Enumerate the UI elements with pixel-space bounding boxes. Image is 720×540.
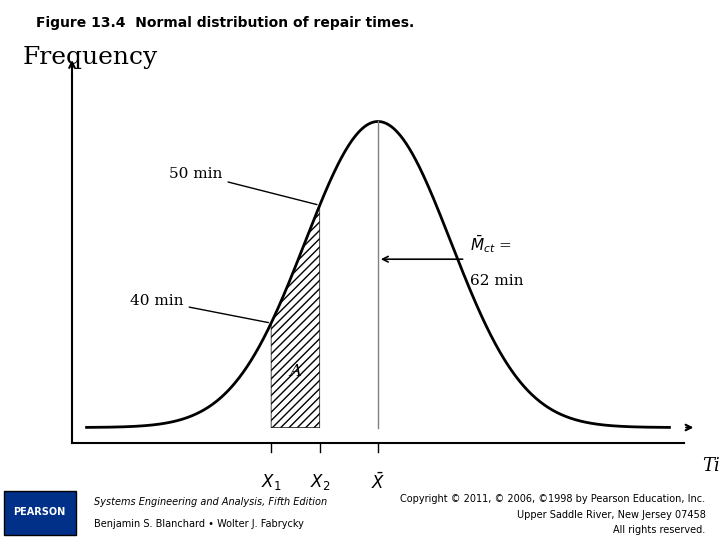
Text: $X_2$: $X_2$ [310,472,330,492]
Text: PEARSON: PEARSON [14,507,66,517]
Text: Copyright © 2011, © 2006, ©1998 by Pearson Education, Inc.: Copyright © 2011, © 2006, ©1998 by Pears… [400,495,706,504]
Text: Upper Saddle River, New Jersey 07458: Upper Saddle River, New Jersey 07458 [517,510,706,519]
Text: Figure 13.4  Normal distribution of repair times.: Figure 13.4 Normal distribution of repai… [36,16,414,30]
Text: Systems Engineering and Analysis, Fifth Edition: Systems Engineering and Analysis, Fifth … [94,497,327,507]
Text: $X_1$: $X_1$ [261,472,282,492]
FancyBboxPatch shape [4,491,76,535]
Text: 62 min: 62 min [470,274,523,288]
Text: A: A [289,363,302,380]
Text: $\bar{M}_{ct}$ =: $\bar{M}_{ct}$ = [470,233,512,255]
Text: All rights reserved.: All rights reserved. [613,525,706,535]
Text: $\bar{X}$: $\bar{X}$ [371,472,385,492]
Text: Benjamin S. Blanchard • Wolter J. Fabrycky: Benjamin S. Blanchard • Wolter J. Fabryc… [94,519,303,529]
Text: Time: Time [703,457,720,476]
Text: 50 min: 50 min [169,167,317,205]
Text: Frequency: Frequency [23,46,158,69]
Text: 40 min: 40 min [130,294,269,322]
